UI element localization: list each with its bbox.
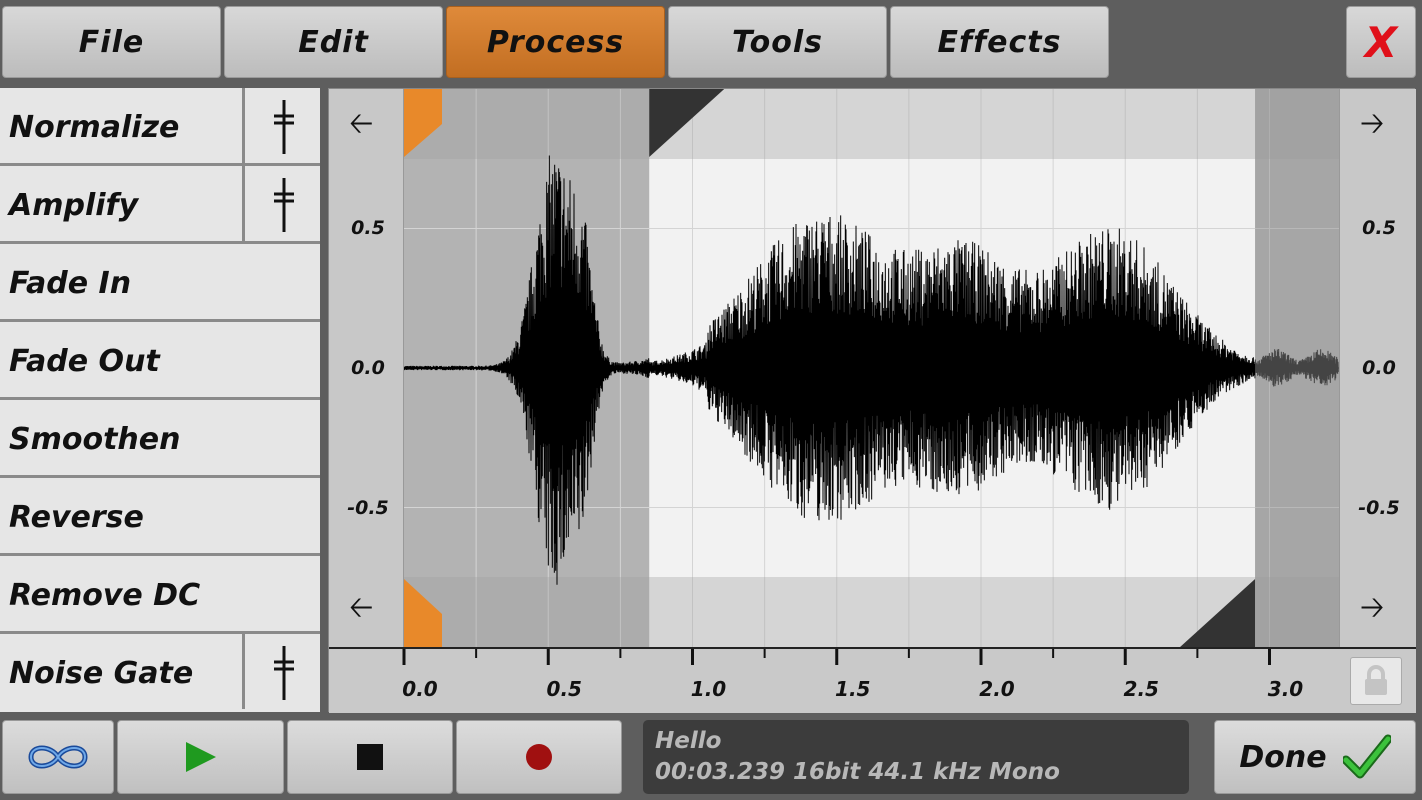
selection-start-handle xyxy=(649,89,725,157)
process-item-reverse[interactable]: Reverse xyxy=(0,478,320,556)
menu-process-label: Process xyxy=(486,24,625,60)
selection-handles xyxy=(404,89,1339,647)
recording-details: 00:03.239 16bit 44.1 kHz Mono xyxy=(655,759,1060,785)
recording-name: Hello xyxy=(655,728,722,754)
process-list: Normalize Amplify Fade In Fade Out Smoot… xyxy=(0,88,320,712)
time-label: 2.0 xyxy=(979,677,1015,701)
post-selection-region xyxy=(1255,89,1339,647)
time-label: 0.0 xyxy=(402,677,438,701)
process-item-fade-in[interactable]: Fade In xyxy=(0,244,320,322)
scroll-left-arrow-icon[interactable]: 🡠 xyxy=(349,590,374,625)
time-axis-ticks xyxy=(402,649,1271,665)
time-label: 1.5 xyxy=(835,677,871,701)
waveform-svg xyxy=(403,89,1339,647)
recording-info: Hello 00:03.239 16bit 44.1 kHz Mono xyxy=(643,720,1189,794)
amplitude-label-bottom: -0.5 xyxy=(347,497,389,519)
process-item-label: Fade Out xyxy=(9,344,160,379)
menu-effects[interactable]: Effects xyxy=(890,6,1109,78)
process-item-label: Noise Gate xyxy=(9,656,194,691)
loop-button[interactable] xyxy=(2,720,114,794)
waveform-canvas[interactable] xyxy=(403,89,1339,647)
done-button[interactable]: Done xyxy=(1214,720,1416,794)
scroll-left-arrow-icon[interactable]: 🡠 xyxy=(349,106,374,141)
time-label: 0.5 xyxy=(546,677,582,701)
normalize-settings-button[interactable] xyxy=(242,88,320,163)
menu-edit-label: Edit xyxy=(298,24,369,60)
time-label: 2.5 xyxy=(1123,677,1159,701)
amplitude-label-mid-right: 0.0 xyxy=(1362,357,1396,379)
scroll-right-arrow-icon[interactable]: 🡢 xyxy=(1360,590,1385,625)
process-item-label: Normalize xyxy=(9,110,180,145)
process-item-normalize[interactable]: Normalize xyxy=(0,88,320,166)
lock-button[interactable] xyxy=(1350,657,1402,705)
process-item-label: Fade In xyxy=(9,266,132,301)
noise-gate-settings-button[interactable] xyxy=(242,634,320,709)
amplitude-label-top: 0.5 xyxy=(351,217,385,239)
amplitude-label-top-right: 0.5 xyxy=(1362,217,1396,239)
handle-bands xyxy=(404,89,1339,647)
stop-button[interactable] xyxy=(287,720,453,794)
infinity-loop-icon xyxy=(28,745,88,769)
process-item-smoothen[interactable]: Smoothen xyxy=(0,400,320,478)
slider-icon xyxy=(274,646,294,700)
menu-edit[interactable]: Edit xyxy=(224,6,443,78)
slider-icon xyxy=(274,100,294,154)
scroll-right-arrow-icon[interactable]: 🡢 xyxy=(1360,106,1385,141)
process-item-label: Smoothen xyxy=(9,422,181,457)
process-item-amplify[interactable]: Amplify xyxy=(0,166,320,244)
time-label: 1.0 xyxy=(690,677,727,701)
process-item-noise-gate[interactable]: Noise Gate xyxy=(0,634,320,712)
menu-file-label: File xyxy=(78,24,145,60)
slider-icon xyxy=(274,178,294,232)
menu-process[interactable]: Process xyxy=(446,6,665,78)
menu-file[interactable]: File xyxy=(2,6,221,78)
process-item-remove-dc[interactable]: Remove DC xyxy=(0,556,320,634)
process-item-fade-out[interactable]: Fade Out xyxy=(0,322,320,400)
process-item-label: Reverse xyxy=(9,500,144,535)
done-label: Done xyxy=(1239,739,1327,775)
play-button[interactable] xyxy=(117,720,284,794)
record-button[interactable] xyxy=(456,720,622,794)
start-marker-bottom-handle xyxy=(404,579,442,647)
time-label: 3.0 xyxy=(1267,677,1304,701)
time-axis: 0.0 0.5 1.0 1.5 2.0 2.5 3.0 xyxy=(329,647,1416,713)
menu-tools-label: Tools xyxy=(732,24,823,60)
process-item-label: Amplify xyxy=(9,188,139,223)
lock-icon xyxy=(1365,665,1387,695)
menu-effects-label: Effects xyxy=(937,24,1062,60)
waveform-editor: 🡠 0.5 0.0 -0.5 🡠 🡢 0.5 0.0 -0.5 🡢 0.0 0.5… xyxy=(328,88,1416,713)
play-icon xyxy=(185,742,216,772)
amplitude-label-bottom-right: -0.5 xyxy=(1358,497,1400,519)
record-icon xyxy=(526,744,552,770)
waveform-trace xyxy=(403,155,1339,585)
stop-icon xyxy=(357,744,383,770)
menu-tools[interactable]: Tools xyxy=(668,6,887,78)
amplify-settings-button[interactable] xyxy=(242,166,320,241)
start-marker-top-handle xyxy=(404,89,442,157)
close-button[interactable]: X xyxy=(1346,6,1416,78)
close-icon: X xyxy=(1364,17,1398,67)
checkmark-icon xyxy=(1342,734,1391,779)
selection-end-handle xyxy=(1180,579,1256,647)
left-gutter: 🡠 0.5 0.0 -0.5 🡠 xyxy=(329,89,404,647)
top-handle-band xyxy=(404,89,1339,159)
process-item-label: Remove DC xyxy=(9,578,201,613)
bottom-handle-band xyxy=(404,577,1339,647)
amplitude-label-mid: 0.0 xyxy=(351,357,385,379)
right-gutter: 🡢 0.5 0.0 -0.5 🡢 xyxy=(1339,89,1416,647)
